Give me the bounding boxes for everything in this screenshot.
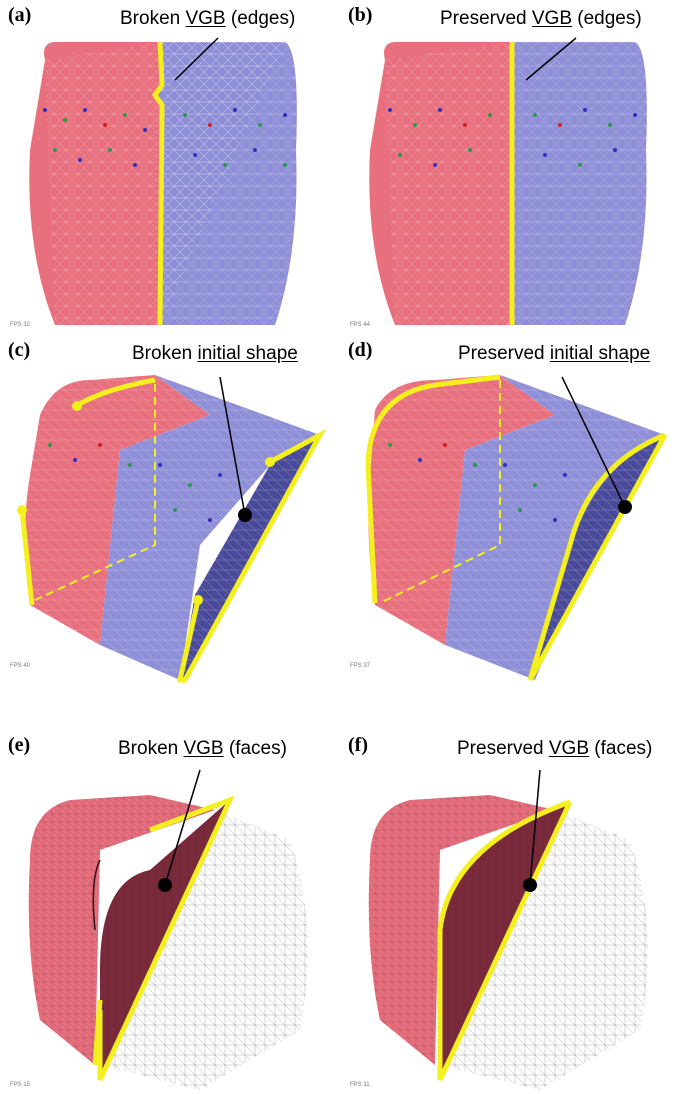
panel-label: (c) <box>8 339 31 361</box>
mesh-render <box>368 769 648 1090</box>
fps-readout: FPS 11 <box>350 1082 370 1088</box>
panel-caption: Broken VGB (edges) <box>120 8 296 29</box>
panel-caption: Broken initial shape <box>132 343 298 364</box>
figure-panel-a: (a) Broken VGB (edges) FPS 32 <box>0 0 339 364</box>
mesh-render <box>365 374 668 682</box>
pointer-line <box>525 37 577 81</box>
mesh-render <box>29 37 297 326</box>
pointer-dot <box>523 878 537 892</box>
figure-panel-d: (d) Preserved initial shape FPS 37 <box>340 335 679 699</box>
panel-label: (b) <box>348 4 373 26</box>
panel-label: (a) <box>8 4 32 26</box>
mesh-render <box>17 375 327 683</box>
panel-caption: Preserved initial shape <box>458 343 651 364</box>
broken-vgb-edge <box>151 41 165 326</box>
pointer-line <box>174 37 219 81</box>
broken-shape-outline <box>176 428 327 683</box>
pointer-line <box>219 376 246 516</box>
panel-caption: Broken VGB (faces) <box>118 738 287 759</box>
vertex-dots <box>43 108 287 167</box>
preserved-shape-outline <box>527 432 668 682</box>
fps-readout: FPS 37 <box>350 663 371 669</box>
pointer-dot <box>158 878 172 892</box>
pointer-dot <box>618 500 632 514</box>
broken-vgb-faces-outline <box>97 795 235 1082</box>
figure-panel-e: (e) Broken VGB (faces) FPS 15 <box>0 730 339 1094</box>
figure-panel-b: (b) Preserved VGB (edges) FPS 44 <box>340 0 679 364</box>
panel-label: (d) <box>348 339 373 361</box>
panel-caption: Preserved VGB (edges) <box>440 8 642 29</box>
mesh-render <box>28 769 308 1090</box>
pointer-line <box>529 769 541 886</box>
pointer-line <box>561 376 626 508</box>
preserved-vgb-faces-outline <box>437 799 573 1082</box>
fps-readout: FPS 32 <box>10 322 31 328</box>
mesh-render <box>369 37 647 326</box>
figure-panel-c: (c) Broken initial shape FPS 40 <box>0 335 339 699</box>
panel-label: (e) <box>8 734 31 756</box>
fps-readout: FPS 44 <box>350 322 371 328</box>
pointer-line <box>164 769 201 886</box>
panel-label: (f) <box>348 734 368 756</box>
pointer-dot <box>238 508 252 522</box>
fps-readout: FPS 40 <box>10 663 31 669</box>
panel-caption: Preserved VGB (faces) <box>457 738 653 759</box>
fps-readout: FPS 15 <box>10 1082 31 1088</box>
figure-panel-f: (f) Preserved VGB (faces) FPS 11 <box>340 730 679 1094</box>
